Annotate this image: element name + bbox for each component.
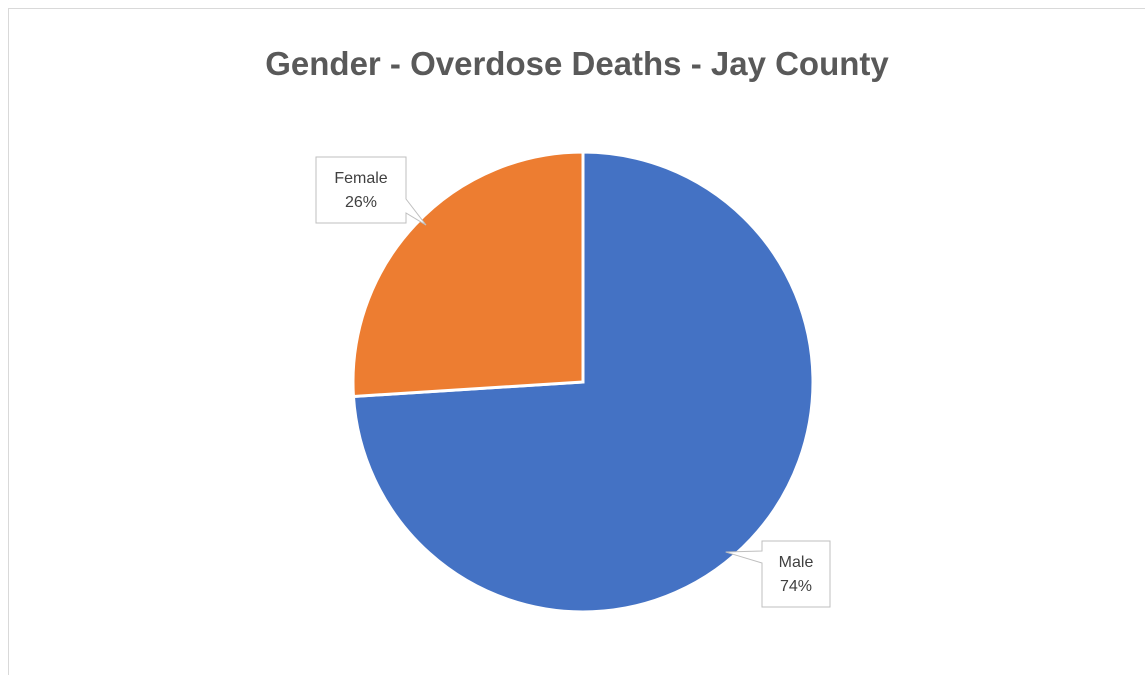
slice-percent: 26% xyxy=(345,194,377,211)
slice-percent: 74% xyxy=(780,578,812,595)
data-label-female: Female 26% xyxy=(315,156,427,226)
data-label-male: Male 74% xyxy=(725,540,831,608)
chart-title: Gender - Overdose Deaths - Jay County xyxy=(265,45,889,82)
slice-label: Male xyxy=(779,554,814,571)
callout-box xyxy=(725,540,831,608)
pie-slice-female xyxy=(351,150,585,399)
callout-box xyxy=(315,156,427,226)
slice-label: Female xyxy=(334,170,387,187)
